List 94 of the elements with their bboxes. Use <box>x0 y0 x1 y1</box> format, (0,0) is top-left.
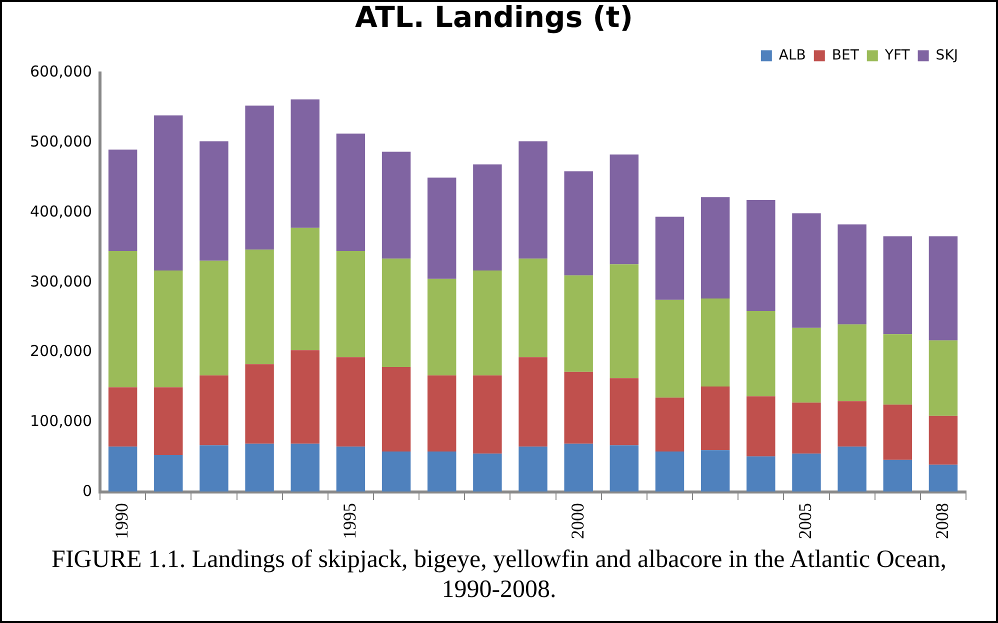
bar <box>564 171 593 276</box>
bar <box>382 366 411 452</box>
bar <box>336 446 366 492</box>
legend-label: BET <box>832 47 860 64</box>
bar <box>655 398 684 452</box>
y-tick-label: 200,000 <box>30 342 92 360</box>
bar <box>473 375 502 454</box>
bar <box>700 386 730 450</box>
bar <box>564 444 593 492</box>
bar <box>200 375 228 446</box>
bar <box>610 378 639 446</box>
bar <box>928 340 958 416</box>
bar <box>838 224 866 324</box>
bar <box>428 451 456 492</box>
legend-label: ALB <box>778 47 806 64</box>
y-tick-label: 600,000 <box>30 62 92 81</box>
bar <box>518 258 548 358</box>
bar <box>883 460 912 492</box>
y-tick-label: 500,000 <box>30 132 92 151</box>
bar <box>290 99 320 228</box>
bar <box>245 444 274 492</box>
bar <box>792 402 821 454</box>
bar <box>108 150 138 251</box>
bar <box>200 141 228 261</box>
bar <box>883 404 912 460</box>
bar <box>154 270 183 388</box>
caption: FIGURE 1.1. Landings of skipjack, bigeye, yellowfin and albacore in the Atlantic Ocean, 1990-2008. <box>50 545 948 605</box>
bar <box>428 375 456 452</box>
bar <box>564 372 593 444</box>
bar <box>838 446 866 492</box>
bar <box>746 200 776 312</box>
x-tick-label: 2008 <box>932 503 952 539</box>
bar <box>838 324 866 402</box>
chart-title: ATL. Landings (t) <box>354 0 634 34</box>
bar <box>700 298 730 386</box>
bar <box>108 387 138 447</box>
bar <box>428 278 456 376</box>
bar <box>245 364 274 444</box>
y-tick-label: 400,000 <box>30 202 92 220</box>
legend-label: YFT <box>884 47 910 64</box>
bar <box>700 450 730 492</box>
bar <box>655 451 684 492</box>
bar <box>928 236 958 340</box>
x-tick-label: 1995 <box>339 503 360 539</box>
bar <box>382 451 411 492</box>
bar <box>473 454 502 492</box>
bar <box>154 454 183 492</box>
bar <box>245 250 274 364</box>
bar <box>746 456 776 492</box>
bar <box>154 387 183 455</box>
x-tick-label: 1990 <box>112 503 132 539</box>
bar <box>473 270 502 376</box>
bar <box>792 328 821 403</box>
bar <box>518 141 548 259</box>
bar <box>336 250 366 358</box>
bar <box>290 228 320 350</box>
bar <box>108 446 138 492</box>
bar <box>746 311 776 396</box>
x-tick-label: 2000 <box>567 503 588 539</box>
legend-label: SKJ <box>936 47 958 64</box>
bar <box>473 164 502 271</box>
bar <box>382 258 411 367</box>
bar <box>290 350 320 444</box>
bar <box>200 445 228 492</box>
y-tick-label: 0 <box>82 482 92 500</box>
bar <box>428 178 456 279</box>
bar <box>610 264 639 378</box>
y-tick-label: 100,000 <box>30 412 92 430</box>
bar <box>746 396 776 456</box>
bar <box>883 236 912 334</box>
bar <box>290 444 320 492</box>
bar <box>200 260 228 376</box>
y-tick-label: 300,000 <box>30 272 92 290</box>
bar <box>610 445 639 492</box>
bar <box>336 357 366 447</box>
bar <box>928 464 958 492</box>
bar <box>154 115 183 271</box>
bar <box>883 334 912 405</box>
bar <box>655 216 684 300</box>
bar <box>610 154 639 264</box>
bar <box>792 454 821 492</box>
x-tick-label: 2005 <box>795 503 816 539</box>
bar <box>928 416 958 465</box>
bar <box>792 213 821 328</box>
bar <box>382 152 411 259</box>
bar <box>700 197 730 298</box>
bar <box>336 134 366 251</box>
bar <box>108 250 138 388</box>
bar <box>655 300 684 398</box>
bar <box>518 357 548 447</box>
bar <box>838 401 866 447</box>
bar <box>245 106 274 250</box>
bar <box>564 275 593 372</box>
bar <box>518 446 548 492</box>
